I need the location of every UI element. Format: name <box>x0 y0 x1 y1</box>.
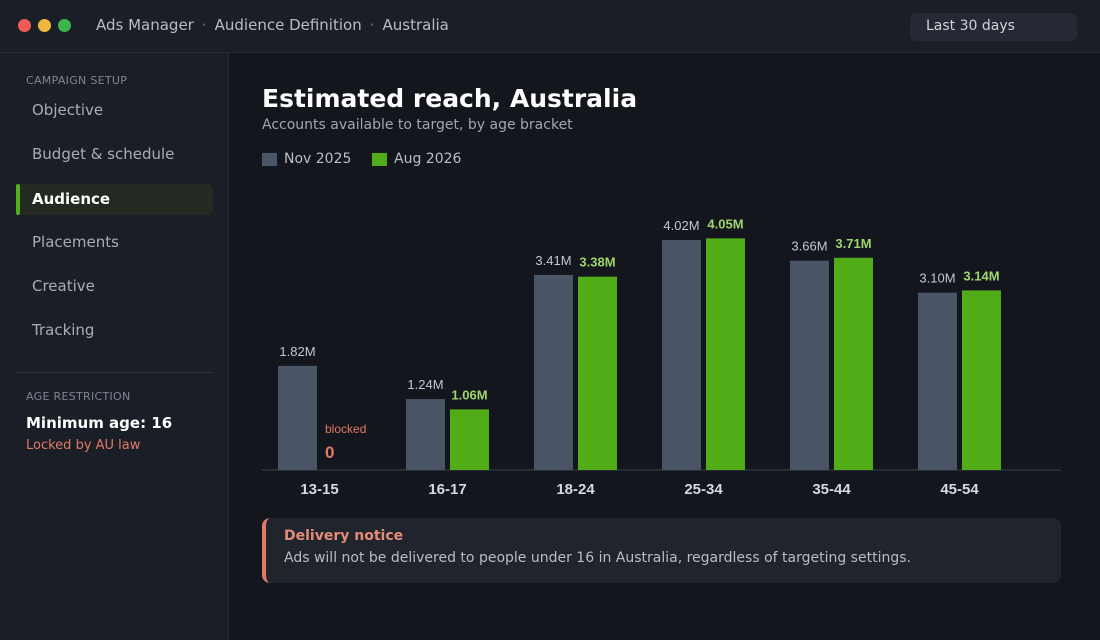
data-label-aug-2026-45-54: 3.14M <box>963 268 999 283</box>
age-lock-note: Locked by AU law <box>26 438 141 453</box>
data-label-aug-2026-35-44: 3.71M <box>835 236 871 251</box>
x-tick-label-18-24: 18-24 <box>556 481 595 498</box>
reach-bar-chart: 1.82M blocked 0 13-15 1.24M 1.06M 16-17 3.41M 3.… <box>262 216 1061 498</box>
bar-aug-2026-45-54 <box>962 290 1001 470</box>
x-tick-label-13-15: 13-15 <box>300 481 338 498</box>
data-label-nov-2025-18-24: 3.41M <box>535 253 571 268</box>
data-label-nov-2025-16-17: 1.24M <box>407 377 443 392</box>
data-label-nov-2025-25-34: 4.02M <box>663 218 699 233</box>
legend-swatch-aug-2026 <box>372 152 387 166</box>
bar-aug-2026-25-34 <box>706 238 745 470</box>
data-label-aug-2026-16-17: 1.06M <box>451 387 487 402</box>
bar-nov-2025-16-17 <box>406 399 445 470</box>
bar-aug-2026-18-24 <box>578 276 617 470</box>
close-window-button[interactable] <box>18 19 31 32</box>
sidebar-item-audience[interactable]: Audience <box>16 184 213 215</box>
page-title: Estimated reach, Australia <box>262 84 638 113</box>
data-label-aug-2026-25-34: 4.05M <box>707 216 743 231</box>
breadcrumb-australia: Australia <box>382 16 449 34</box>
data-label-nov-2025-45-54: 3.10M <box>919 271 955 286</box>
breadcrumb-separator: · <box>369 16 375 34</box>
bar-aug-2026-16-17 <box>450 409 489 470</box>
minimum-age-value: Minimum age: 16 <box>26 414 173 432</box>
x-tick-label-45-54: 45-54 <box>940 481 979 498</box>
legend-item-aug-2026: Aug 2026 <box>372 149 461 169</box>
x-tick-label-25-34: 25-34 <box>684 481 723 498</box>
bar-nov-2025-35-44 <box>790 260 829 470</box>
age-restriction-heading: AGE RESTRICTION <box>26 390 131 403</box>
date-range-select[interactable]: Last 30 days <box>910 13 1077 41</box>
maximize-window-button[interactable] <box>58 19 71 32</box>
notice-body: Ads will not be delivered to people unde… <box>284 550 911 566</box>
sidebar-divider <box>16 372 213 373</box>
bar-nov-2025-25-34 <box>662 240 701 470</box>
campaign-setup-heading: CAMPAIGN SETUP <box>26 74 128 87</box>
legend-label-aug-2026: Aug 2026 <box>394 151 462 167</box>
bar-nov-2025-45-54 <box>918 292 957 470</box>
data-label-aug-2026-18-24: 3.38M <box>579 255 615 270</box>
x-tick-label-35-44: 35-44 <box>812 481 851 498</box>
notice-title: Delivery notice <box>284 528 404 544</box>
sidebar-item-placements[interactable]: Placements <box>32 233 119 251</box>
x-tick-label-16-17: 16-17 <box>428 481 466 498</box>
minimize-window-button[interactable] <box>38 19 51 32</box>
legend-item-nov-2025: Nov 2025 <box>262 149 351 169</box>
sidebar-item-creative[interactable]: Creative <box>32 277 95 295</box>
breadcrumb-audience-definition[interactable]: Audience Definition <box>214 16 362 34</box>
data-label-nov-2025-35-44: 3.66M <box>791 239 827 254</box>
sidebar: CAMPAIGN SETUP Objective Budget & schedu… <box>0 53 229 640</box>
legend-label-nov-2025: Nov 2025 <box>284 151 352 167</box>
sidebar-item-budget-schedule[interactable]: Budget & schedule <box>32 145 175 163</box>
bar-nov-2025-13-15 <box>278 365 317 470</box>
bar-nov-2025-18-24 <box>534 274 573 470</box>
breadcrumb-ads-manager[interactable]: Ads Manager <box>96 16 194 34</box>
breadcrumb-separator: · <box>201 16 207 34</box>
title-bar: Ads Manager · Audience Definition · Aust… <box>0 0 1100 53</box>
breadcrumb: Ads Manager · Audience Definition · Aust… <box>96 15 449 35</box>
data-label-nov-2025-13-15: 1.82M <box>279 344 315 359</box>
bar-aug-2026-35-44 <box>834 257 873 470</box>
sidebar-item-tracking[interactable]: Tracking <box>32 321 95 339</box>
page-subtitle: Accounts available to target, by age bra… <box>262 117 573 133</box>
data-label-aug-2026-13-15: 0 <box>325 443 334 462</box>
delivery-notice: Delivery notice Ads will not be delivere… <box>262 518 1061 583</box>
blocked-annotation: blocked <box>325 422 366 436</box>
legend-swatch-nov-2025 <box>262 152 277 166</box>
sidebar-item-objective[interactable]: Objective <box>32 101 104 119</box>
